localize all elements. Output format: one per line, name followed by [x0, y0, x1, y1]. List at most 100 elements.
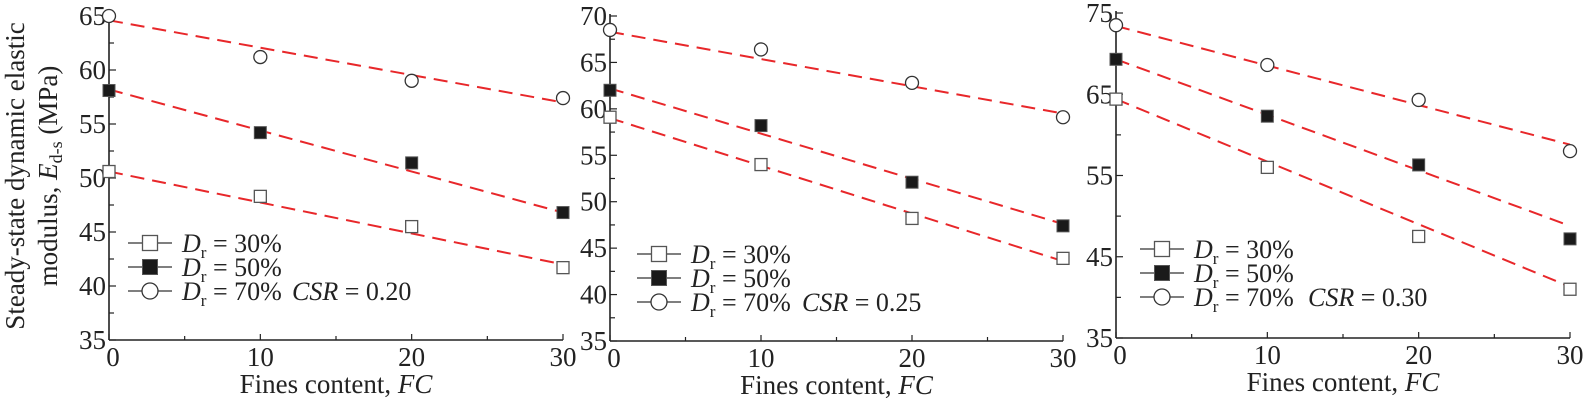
data-point-open-square [405, 219, 419, 234]
fit-line [1115, 98, 1571, 288]
x-tick-label: 30 [1557, 340, 1584, 370]
data-point-filled-square [405, 156, 419, 170]
y-tick-label: 45 [1086, 242, 1113, 272]
data-point-open-square [603, 110, 617, 124]
legend-label: Dr = 70% [1193, 283, 1294, 316]
data-point-open-square [1153, 240, 1171, 258]
y-tick-label: 65 [580, 47, 607, 77]
x-tick-label: 10 [247, 342, 274, 372]
y-tick-label: 65 [79, 1, 106, 31]
x-axis-label: Fines content, FC [740, 370, 934, 400]
x-tick-label: 0 [1113, 340, 1127, 370]
data-point-open-square [556, 260, 570, 275]
data-point-open-square [141, 234, 159, 252]
data-point-open-circle [753, 42, 769, 57]
legend: Dr = 30%Dr = 50%Dr = 70% [128, 229, 282, 310]
data-point-open-square [253, 189, 267, 204]
chart-panel-1: 35 40 45 50 55 60 65 0 10 20 30 Fines content, FC Dr… [79, 1, 577, 399]
data-point-open-square [102, 164, 116, 179]
y-tick-label: 65 [1086, 79, 1113, 109]
legend-label: Dr = 50% [181, 253, 282, 286]
y-tick-label: 35 [79, 325, 106, 355]
data-point-open-circle [1260, 57, 1275, 73]
chart-panel-3: 35 45 55 65 75 0 10 20 30 Fines content, FC Dr = 3… [1086, 0, 1584, 397]
legend: Dr = 30%Dr = 50%Dr = 70% [1140, 235, 1294, 316]
data-point-open-circle [650, 293, 668, 311]
data-point-filled-square [1109, 52, 1123, 66]
data-point-open-circle [602, 22, 618, 38]
data-point-open-circle [253, 49, 268, 65]
fit-line [609, 87, 1064, 225]
data-point-open-circle [1153, 288, 1171, 306]
legend: Dr = 30%Dr = 50%Dr = 70% [637, 240, 791, 321]
csr-annotation: CSR = 0.25 [802, 288, 921, 317]
x-tick-label: 0 [106, 342, 120, 372]
data-point-filled-square [905, 175, 919, 189]
fit-line [108, 88, 564, 214]
x-axis-label: Fines content, FC [240, 369, 434, 399]
chart-panel-2: 35 40 45 50 55 60 65 70 0 10 20 30 Fines content, FC… [580, 1, 1077, 400]
legend-label: Dr = 30% [690, 240, 791, 273]
y-tick-label: 70 [580, 1, 607, 31]
fit-line [1115, 25, 1571, 146]
fit-line [609, 117, 1064, 263]
data-point-open-circle [1562, 143, 1578, 159]
x-tick-label: 20 [398, 342, 425, 372]
fit-line [108, 19, 564, 104]
data-point-open-square [1260, 160, 1274, 175]
data-point-open-square [1109, 92, 1123, 106]
data-point-open-square [754, 157, 768, 172]
y-tick-label: 55 [580, 140, 607, 170]
x-tick-label: 0 [607, 343, 621, 373]
data-point-filled-square [253, 126, 267, 140]
y-tick-label: 50 [580, 187, 607, 217]
data-point-open-square [905, 211, 919, 226]
data-point-open-circle [1411, 92, 1426, 108]
y-tick-label: 35 [1086, 323, 1113, 353]
csr-annotation: CSR = 0.20 [292, 277, 411, 306]
csr-annotation: CSR = 0.30 [1308, 283, 1427, 312]
x-tick-label: 10 [1254, 340, 1281, 370]
data-point-filled-square [1563, 232, 1577, 246]
x-tick-label: 10 [748, 343, 775, 373]
legend-label: Dr = 70% [181, 277, 282, 310]
legend-label: Dr = 70% [690, 288, 791, 321]
y-tick-label: 40 [580, 280, 607, 310]
y-tick-label: 60 [79, 55, 106, 85]
data-point-filled-square [754, 119, 768, 133]
data-point-filled-square [1056, 219, 1070, 233]
fit-line [1115, 58, 1571, 227]
y-tick-label: 60 [580, 94, 607, 124]
y-tick-label: 45 [79, 217, 106, 247]
data-point-open-square [1563, 282, 1577, 296]
fit-line [108, 170, 564, 266]
x-tick-label: 30 [1050, 343, 1077, 373]
data-point-open-circle [555, 90, 571, 106]
legend-label: Dr = 50% [690, 264, 791, 297]
data-point-filled-square [1154, 265, 1170, 281]
data-point-open-circle [141, 282, 159, 300]
data-point-open-circle [1055, 110, 1071, 125]
x-axis-label: Fines content, FC [1247, 367, 1441, 397]
data-point-open-circle [1108, 18, 1124, 33]
data-point-filled-square [142, 259, 158, 275]
legend-label: Dr = 30% [181, 229, 282, 262]
fit-line [609, 30, 1064, 115]
y-axis-label-line2: modulus, Ed-s (MPa) [33, 66, 66, 287]
x-tick-label: 20 [899, 343, 926, 373]
x-tick-label: 20 [1405, 340, 1432, 370]
y-axis-label: Steady-state dynamic elastic modulus, Ed-… [0, 22, 66, 329]
data-point-open-circle [101, 8, 117, 24]
data-point-filled-square [651, 270, 667, 286]
data-point-open-circle [404, 73, 419, 88]
legend-label: Dr = 30% [1193, 235, 1294, 268]
x-tick-label: 30 [550, 342, 577, 372]
y-tick-label: 50 [79, 163, 106, 193]
data-point-open-square [1056, 251, 1070, 266]
y-tick-label: 55 [1086, 161, 1113, 191]
y-tick-label: 55 [79, 109, 106, 139]
data-point-open-square [650, 245, 668, 263]
data-point-filled-square [603, 83, 617, 97]
y-tick-label: 75 [1086, 0, 1113, 28]
data-point-filled-square [556, 206, 570, 220]
